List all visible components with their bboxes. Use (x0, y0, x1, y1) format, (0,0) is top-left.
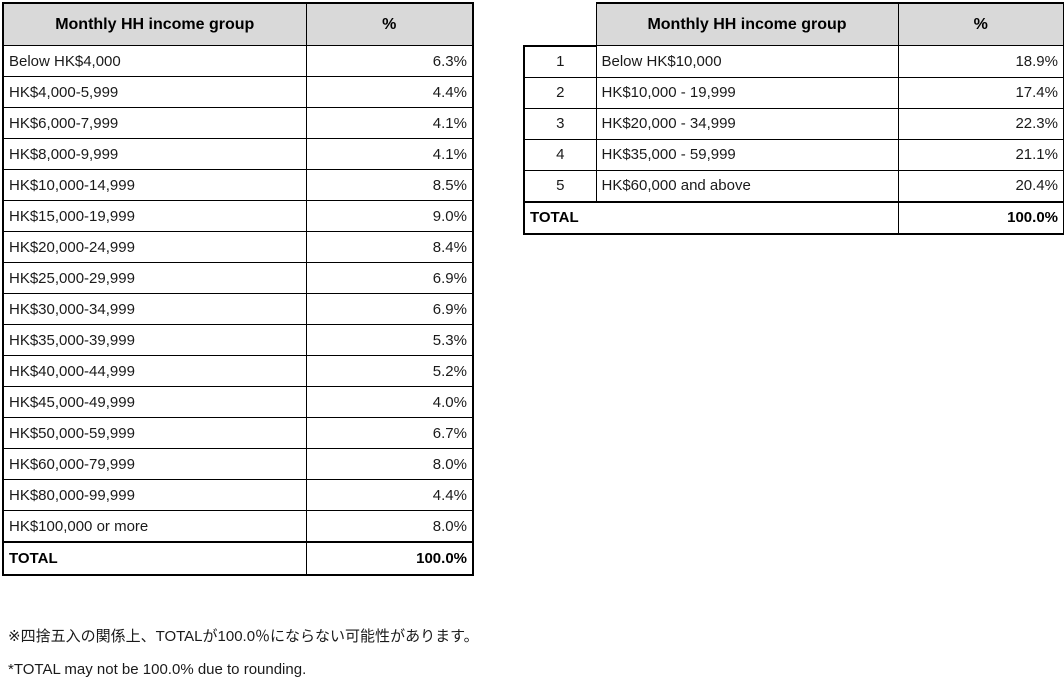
table-row: HK$30,000-34,999 6.9% (2, 293, 474, 325)
income-group-cell: HK$45,000-49,999 (2, 386, 307, 418)
income-group-cell: HK$35,000 - 59,999 (595, 138, 899, 171)
income-group-cell: Below HK$4,000 (2, 45, 307, 77)
column-header-income-group: Monthly HH income group (2, 2, 307, 46)
table-row: 4 HK$35,000 - 59,999 21.1% (523, 138, 1064, 171)
income-group-cell: HK$25,000-29,999 (2, 262, 307, 294)
empty-corner-cell (524, 3, 596, 46)
table-row: HK$10,000-14,999 8.5% (2, 169, 474, 201)
table-row: HK$15,000-19,999 9.0% (2, 200, 474, 232)
total-row: TOTAL 100.0% (523, 200, 1064, 235)
row-index-cell: 3 (523, 107, 597, 140)
pct-cell: 6.7% (305, 417, 474, 449)
pct-cell: 8.4% (305, 231, 474, 263)
pct-cell: 5.3% (305, 324, 474, 356)
footnotes: ※四捨五入の関係上、TOTALが100.0％にならない可能性があります。 *TO… (8, 626, 479, 680)
income-group-cell: HK$60,000-79,999 (2, 448, 307, 480)
income-group-cell: HK$100,000 or more (2, 510, 307, 543)
pct-cell: 8.0% (305, 448, 474, 480)
income-group-cell: Below HK$10,000 (595, 45, 899, 78)
income-group-cell: HK$20,000-24,999 (2, 231, 307, 263)
pct-cell: 20.4% (897, 169, 1064, 202)
pct-cell: 6.3% (305, 45, 474, 77)
table-row: 2 HK$10,000 - 19,999 17.4% (523, 76, 1064, 109)
table-header-row: Monthly HH income group % (2, 2, 474, 46)
total-pct-cell: 100.0% (305, 541, 474, 576)
pct-cell: 18.9% (897, 45, 1064, 78)
pct-cell: 5.2% (305, 355, 474, 387)
income-group-cell: HK$10,000-14,999 (2, 169, 307, 201)
table-row: 5 HK$60,000 and above 20.4% (523, 169, 1064, 202)
total-label-cell: TOTAL (523, 200, 899, 235)
table-row: HK$8,000-9,999 4.1% (2, 138, 474, 170)
pct-cell: 6.9% (305, 262, 474, 294)
total-row: TOTAL 100.0% (2, 541, 474, 576)
table-row: HK$20,000-24,999 8.4% (2, 231, 474, 263)
pct-cell: 17.4% (897, 76, 1064, 109)
income-group-cell: HK$60,000 and above (595, 169, 899, 202)
table-row: 1 Below HK$10,000 18.9% (523, 44, 1064, 78)
income-group-cell: HK$50,000-59,999 (2, 417, 307, 449)
table-row: 3 HK$20,000 - 34,999 22.3% (523, 107, 1064, 140)
row-index-cell: 2 (523, 76, 597, 109)
footnote-english: *TOTAL may not be 100.0% due to rounding… (8, 661, 307, 678)
income-group-cell: HK$20,000 - 34,999 (595, 107, 899, 140)
income-group-cell: HK$40,000-44,999 (2, 355, 307, 387)
pct-cell: 22.3% (897, 107, 1064, 140)
table-row: HK$60,000-79,999 8.0% (2, 448, 474, 480)
income-table-detailed: Monthly HH income group % Below HK$4,000… (2, 2, 474, 576)
table-row: HK$25,000-29,999 6.9% (2, 262, 474, 294)
table-row: HK$6,000-7,999 4.1% (2, 107, 474, 139)
income-group-cell: HK$6,000-7,999 (2, 107, 307, 139)
table-row: HK$45,000-49,999 4.0% (2, 386, 474, 418)
table-header-row: Monthly HH income group % (524, 2, 1064, 46)
income-group-cell: HK$80,000-99,999 (2, 479, 307, 511)
table-row: HK$80,000-99,999 4.4% (2, 479, 474, 511)
pct-cell: 21.1% (897, 138, 1064, 171)
pct-cell: 8.0% (305, 510, 474, 543)
income-group-cell: HK$15,000-19,999 (2, 200, 307, 232)
column-header-percent: % (305, 2, 474, 46)
pct-cell: 4.1% (305, 107, 474, 139)
pct-cell: 4.0% (305, 386, 474, 418)
table-row: HK$40,000-44,999 5.2% (2, 355, 474, 387)
pct-cell: 4.1% (305, 138, 474, 170)
pct-cell: 9.0% (305, 200, 474, 232)
column-header-income-group: Monthly HH income group (595, 2, 899, 46)
pct-cell: 8.5% (305, 169, 474, 201)
table-row: HK$4,000-5,999 4.4% (2, 76, 474, 108)
footnote-japanese: ※四捨五入の関係上、TOTALが100.0％にならない可能性があります。 (8, 628, 479, 645)
table-row: HK$50,000-59,999 6.7% (2, 417, 474, 449)
income-group-cell: HK$35,000-39,999 (2, 324, 307, 356)
income-group-cell: HK$30,000-34,999 (2, 293, 307, 325)
column-header-percent: % (897, 2, 1064, 46)
pct-cell: 4.4% (305, 76, 474, 108)
income-group-cell: HK$4,000-5,999 (2, 76, 307, 108)
table-row: HK$35,000-39,999 5.3% (2, 324, 474, 356)
row-index-cell: 5 (523, 169, 597, 202)
total-label-cell: TOTAL (2, 541, 307, 576)
income-group-cell: HK$10,000 - 19,999 (595, 76, 899, 109)
table-row: HK$100,000 or more 8.0% (2, 510, 474, 543)
row-index-cell: 4 (523, 138, 597, 171)
pct-cell: 4.4% (305, 479, 474, 511)
table-row: Below HK$4,000 6.3% (2, 45, 474, 77)
pct-cell: 6.9% (305, 293, 474, 325)
total-pct-cell: 100.0% (897, 200, 1064, 235)
row-index-cell: 1 (523, 44, 597, 78)
income-table-grouped: Monthly HH income group % 1 Below HK$10,0… (523, 2, 1064, 235)
income-group-cell: HK$8,000-9,999 (2, 138, 307, 170)
